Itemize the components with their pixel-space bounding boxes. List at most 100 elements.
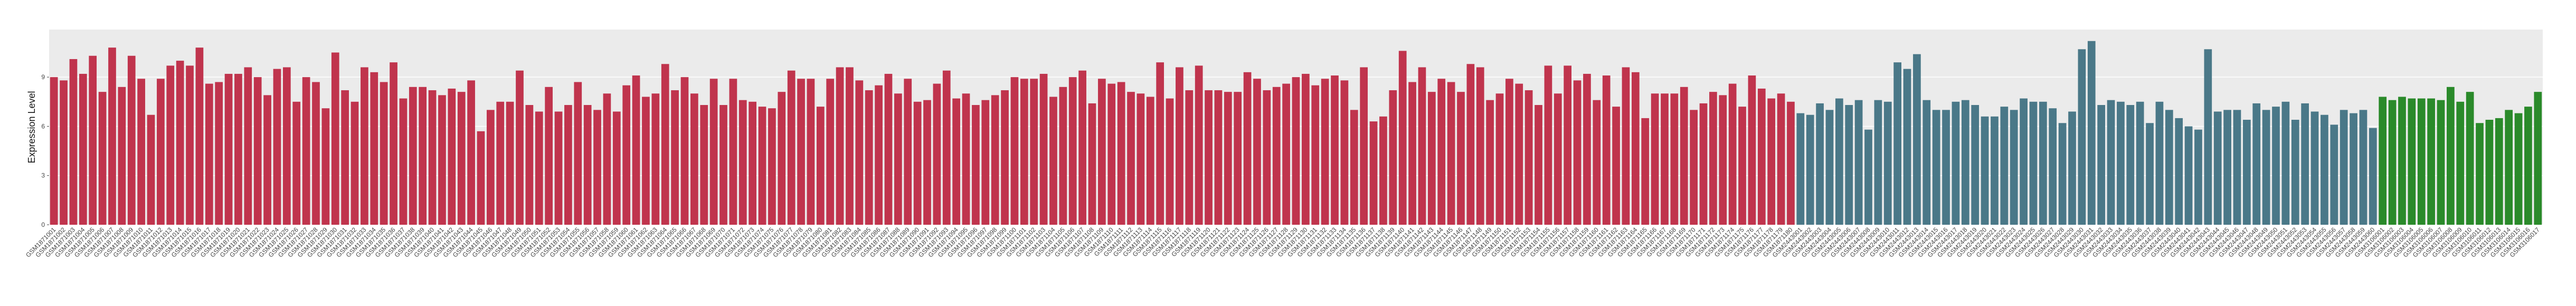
bar bbox=[467, 80, 475, 225]
bar bbox=[1981, 116, 1989, 225]
bar bbox=[2058, 123, 2067, 225]
bar bbox=[923, 100, 931, 225]
bar bbox=[1728, 83, 1737, 225]
bar bbox=[564, 105, 572, 225]
bar bbox=[1699, 103, 1708, 225]
bar bbox=[1796, 113, 1805, 225]
bar bbox=[1340, 80, 1349, 225]
bar bbox=[1495, 93, 1504, 225]
bar bbox=[321, 108, 330, 225]
bar bbox=[2272, 107, 2280, 225]
bar bbox=[1224, 92, 1232, 225]
bar bbox=[1515, 83, 1523, 225]
y-axis-label: Expression Level bbox=[26, 91, 37, 163]
bar bbox=[1068, 77, 1077, 225]
bar bbox=[1631, 72, 1640, 225]
bar bbox=[419, 87, 427, 225]
bar bbox=[1321, 79, 1329, 225]
bar bbox=[1913, 54, 1921, 225]
bar bbox=[846, 67, 854, 225]
bar bbox=[1360, 67, 1368, 225]
bar bbox=[2534, 92, 2542, 225]
bar bbox=[894, 93, 902, 225]
bar bbox=[1176, 67, 1183, 225]
bar bbox=[826, 79, 835, 225]
y-tick-label: 3 bbox=[41, 172, 45, 179]
bar bbox=[2437, 100, 2445, 225]
bar bbox=[661, 64, 669, 225]
bar bbox=[1331, 75, 1339, 225]
bar bbox=[2485, 120, 2494, 225]
bar bbox=[2146, 123, 2154, 225]
bar bbox=[477, 131, 485, 225]
bar bbox=[612, 111, 621, 225]
bar bbox=[671, 90, 679, 225]
bar bbox=[1903, 69, 1911, 225]
bar bbox=[1020, 79, 1028, 225]
bar bbox=[176, 61, 184, 225]
bar bbox=[137, 79, 145, 225]
bar bbox=[1787, 101, 1795, 225]
bar bbox=[1292, 77, 1300, 225]
bar bbox=[282, 67, 291, 225]
bar bbox=[1369, 121, 1378, 225]
bar bbox=[1806, 114, 1814, 225]
y-tick-label: 9 bbox=[41, 73, 45, 81]
bar bbox=[1272, 87, 1281, 225]
bar bbox=[1622, 67, 1630, 225]
bar bbox=[1437, 79, 1446, 225]
bar bbox=[1583, 73, 1591, 225]
bar bbox=[1408, 82, 1416, 225]
bar bbox=[1690, 110, 1698, 225]
bar bbox=[1854, 100, 1863, 225]
bar bbox=[1670, 93, 1679, 225]
bar bbox=[2126, 105, 2135, 225]
bar bbox=[1883, 101, 1892, 225]
bar bbox=[50, 77, 58, 225]
bar bbox=[2340, 110, 2348, 225]
bar bbox=[991, 95, 999, 225]
bar bbox=[1098, 79, 1106, 225]
bar bbox=[1379, 116, 1387, 225]
bar bbox=[778, 92, 786, 225]
bar bbox=[2466, 92, 2474, 225]
bar bbox=[2369, 128, 2377, 225]
bar bbox=[1078, 70, 1086, 225]
bar bbox=[292, 101, 301, 225]
bar bbox=[1030, 79, 1038, 225]
y-tick-label: 0 bbox=[41, 221, 45, 228]
bar bbox=[118, 87, 126, 225]
bar bbox=[2252, 103, 2261, 225]
bar bbox=[2301, 103, 2309, 225]
bar bbox=[1107, 83, 1116, 225]
bar bbox=[2243, 120, 2251, 225]
bar bbox=[738, 100, 747, 225]
bar bbox=[79, 73, 87, 225]
bar bbox=[1719, 95, 1727, 225]
bar bbox=[1757, 88, 1766, 225]
bar bbox=[632, 75, 640, 225]
bar bbox=[2505, 110, 2513, 225]
bar bbox=[642, 97, 650, 225]
bar bbox=[1952, 101, 1960, 225]
bar bbox=[1748, 75, 1756, 225]
bar bbox=[1505, 79, 1513, 225]
bar bbox=[2049, 108, 2057, 225]
bar bbox=[1234, 92, 1242, 225]
bar bbox=[622, 85, 631, 225]
bar bbox=[855, 80, 864, 225]
bar bbox=[1961, 100, 1969, 225]
bar bbox=[2213, 111, 2222, 225]
bar bbox=[1195, 65, 1203, 225]
bar bbox=[361, 67, 368, 225]
bar bbox=[166, 65, 175, 225]
bar bbox=[1991, 116, 1999, 225]
y-tick-label: 6 bbox=[41, 122, 45, 130]
bar bbox=[2107, 100, 2115, 225]
bar bbox=[972, 105, 980, 225]
bar bbox=[1137, 93, 1145, 225]
bar bbox=[195, 47, 204, 225]
bar bbox=[390, 62, 397, 225]
bar bbox=[1893, 62, 1901, 225]
bar bbox=[486, 110, 495, 225]
